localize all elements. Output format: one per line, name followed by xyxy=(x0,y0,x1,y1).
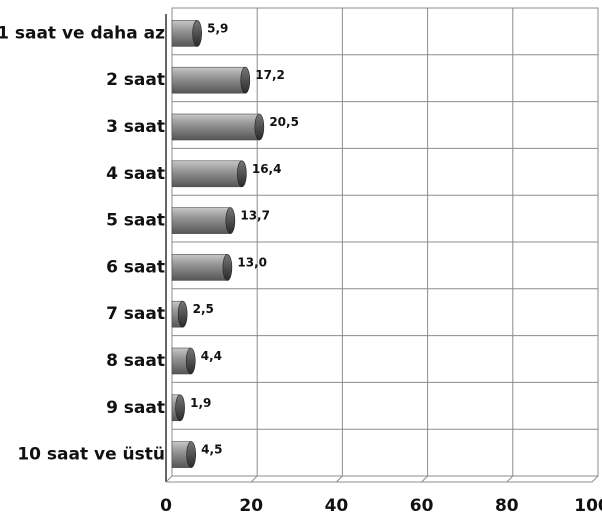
bar-cap xyxy=(240,66,251,94)
category-label: 3 saat xyxy=(106,117,165,137)
bars xyxy=(171,20,265,468)
data-label: 13,7 xyxy=(240,209,270,223)
gridline-floor xyxy=(250,475,258,483)
category-label: 4 saat xyxy=(106,164,165,184)
data-label: 20,5 xyxy=(269,115,299,129)
gridline-floor xyxy=(421,475,428,483)
x-tick-label: 80 xyxy=(495,496,519,516)
category-label: 10 saat ve üstü xyxy=(17,445,165,465)
x-tick-label: 0 xyxy=(160,496,172,516)
bar-cap xyxy=(192,20,202,47)
bar xyxy=(171,66,246,94)
data-label: 1,9 xyxy=(190,396,211,410)
x-tick-label: 40 xyxy=(325,496,349,516)
bar-cap xyxy=(237,160,247,188)
category-label: 6 saat xyxy=(106,257,165,277)
gridline-floor xyxy=(591,475,599,483)
bar xyxy=(171,160,243,188)
category-label: 8 saat xyxy=(106,351,165,371)
x-tick-label: 100 xyxy=(574,496,602,516)
bar-cap xyxy=(177,300,188,328)
bar xyxy=(171,20,198,47)
data-label: 13,0 xyxy=(237,255,267,269)
bar xyxy=(171,207,231,234)
bar-cap xyxy=(186,441,196,468)
bar-cap xyxy=(254,113,265,141)
category-label: 1 saat ve daha az xyxy=(0,23,165,43)
category-label: 7 saat xyxy=(106,304,165,324)
data-label: 4,5 xyxy=(201,443,222,457)
data-label: 4,4 xyxy=(201,349,222,363)
data-label: 2,5 xyxy=(193,302,214,316)
bar xyxy=(171,254,228,281)
bar-cap xyxy=(185,347,196,375)
data-label: 17,2 xyxy=(255,68,285,82)
gridline-floor xyxy=(336,475,343,483)
gridline-floor xyxy=(506,475,514,483)
category-label: 2 saat xyxy=(106,70,165,90)
bar-cap xyxy=(225,207,236,234)
bar-cap xyxy=(175,394,185,422)
x-tick-label: 60 xyxy=(410,496,434,516)
bar-cap xyxy=(222,254,233,281)
category-label: 5 saat xyxy=(106,211,165,231)
bar xyxy=(171,113,260,141)
gridline-floor xyxy=(165,475,173,483)
x-tick-label: 20 xyxy=(239,496,263,516)
labels: 0 20 40 60 80 100 1 saat ve daha az 5,9 2 saat 17… xyxy=(0,21,602,516)
data-label: 5,9 xyxy=(207,21,228,35)
category-label: 9 saat xyxy=(106,398,165,418)
data-label: 16,4 xyxy=(252,162,282,176)
